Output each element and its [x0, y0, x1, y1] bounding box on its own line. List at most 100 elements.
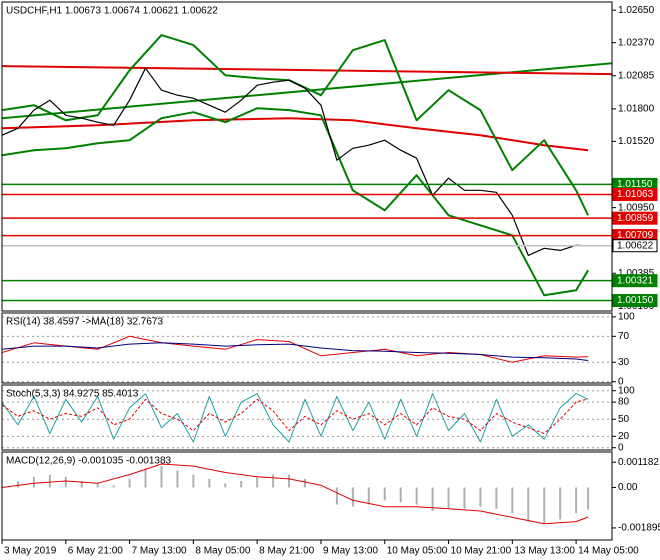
panel-border	[1, 1, 613, 312]
series-line	[2, 65, 612, 76]
y-tick-label: 70	[618, 331, 630, 342]
histogram-bar	[479, 487, 482, 507]
histogram-bar	[383, 487, 386, 501]
histogram-bar	[16, 481, 19, 488]
series-line	[2, 463, 589, 525]
histogram-bar	[543, 487, 546, 524]
histogram-bar	[80, 481, 83, 488]
histogram-bar	[48, 474, 51, 488]
panel	[2, 463, 590, 525]
histogram-bar	[144, 468, 147, 488]
series-line	[2, 107, 589, 297]
y-tick-label: 1.02370	[618, 37, 655, 48]
histogram-bar	[415, 487, 418, 505]
x-tick-label: 3 May 2019	[4, 546, 57, 557]
panel-title: RSI(14) 38.4597 ->MA(18) 32.7673	[6, 317, 163, 328]
x-tick-label: 10 May 05:00	[387, 546, 448, 557]
series-line	[2, 398, 589, 434]
y-tick-label: 30	[618, 357, 630, 368]
histogram-bar	[367, 487, 370, 505]
histogram-bar	[128, 478, 131, 488]
panel	[2, 390, 612, 449]
series-line	[2, 393, 589, 443]
histogram-bar	[32, 476, 35, 488]
level-label: 1.01150	[617, 179, 653, 190]
level-label: 1.00709	[617, 230, 654, 241]
histogram-bar	[64, 476, 67, 488]
panel-border	[1, 451, 613, 541]
histogram-bar	[511, 487, 514, 514]
histogram-bar	[495, 487, 498, 509]
level-label: 1.00622	[617, 240, 654, 251]
y-tick-label: 1.02085	[618, 70, 655, 81]
histogram-bar	[463, 487, 466, 509]
panel-border	[1, 312, 613, 384]
panel-border	[1, 384, 613, 451]
histogram-bar	[527, 487, 530, 522]
series-line	[2, 67, 589, 256]
histogram-bar	[96, 483, 99, 488]
histogram-bar	[575, 487, 578, 514]
level-label: 1.00859	[617, 213, 654, 224]
panel-title: MACD(12,26,9) -0.001035 -0.001383	[6, 456, 172, 467]
x-tick-label: 8 May 05:00	[195, 546, 250, 557]
level-label-box	[612, 211, 658, 225]
panel-title: USDCHF,H1 1.00673 1.00674 1.00621 1.0062…	[6, 6, 218, 17]
histogram-bar	[304, 478, 307, 488]
level-label: 1.00321	[617, 275, 654, 286]
x-tick-label: 6 May 21:00	[68, 546, 123, 557]
histogram-bar	[351, 487, 354, 507]
y-tick-label: 1.00385	[618, 268, 655, 279]
level-label-box	[612, 239, 658, 253]
x-tick-label: 7 May 13:00	[132, 546, 187, 557]
histogram-bar	[399, 487, 402, 503]
y-tick-label: 0.00	[618, 482, 638, 493]
histogram-bar	[559, 487, 562, 520]
histogram-bar	[319, 487, 322, 488]
level-label-box	[612, 294, 658, 308]
y-tick-label: -0.001895	[618, 523, 660, 534]
y-tick-label: 20	[618, 431, 630, 442]
y-tick-label: 1.00950	[618, 202, 655, 213]
y-tick-label: 80	[618, 397, 630, 408]
y-tick-label: 100	[618, 312, 635, 323]
histogram-bar	[256, 476, 259, 488]
x-tick-label: 9 May 13:00	[323, 546, 378, 557]
panel-title: Stoch(5,3,3) 84.9275 85.4013	[6, 389, 139, 400]
histogram-bar	[224, 483, 227, 488]
y-tick-label: 0	[618, 442, 624, 453]
histogram-bar	[587, 487, 590, 510]
series-line	[2, 335, 589, 363]
histogram-bar	[431, 487, 434, 511]
level-label: 1.01063	[617, 189, 654, 200]
histogram-bar	[208, 478, 211, 488]
level-label-box	[612, 187, 658, 201]
histogram-bar	[272, 474, 275, 488]
series-line	[2, 342, 589, 361]
histogram-bar	[160, 466, 163, 488]
histogram-bar	[447, 487, 450, 509]
histogram-bar	[335, 487, 338, 505]
histogram-bar	[192, 474, 195, 488]
y-tick-label: 1.02650	[618, 5, 655, 16]
x-tick-label: 13 May 13:00	[514, 546, 575, 557]
y-tick-label: 100	[618, 385, 635, 396]
x-tick-label: 8 May 21:00	[259, 546, 314, 557]
y-tick-label: 0	[618, 376, 624, 387]
level-label: 1.00150	[617, 295, 654, 306]
panel	[2, 316, 612, 383]
x-tick-label: 14 May 05:00	[578, 546, 639, 557]
histogram-bar	[240, 481, 243, 488]
histogram-bar	[288, 474, 291, 488]
x-tick-label: 10 May 21:00	[451, 546, 512, 557]
histogram-bar	[176, 470, 179, 488]
histogram-bar	[112, 485, 115, 488]
y-tick-label: 50	[618, 414, 630, 425]
y-tick-label: 0.001182	[618, 457, 659, 468]
y-tick-label: 1.01520	[618, 136, 655, 147]
panel	[2, 34, 612, 297]
series-line	[2, 117, 589, 152]
y-tick-label: 1.01800	[618, 104, 655, 115]
level-label-box	[612, 274, 658, 288]
